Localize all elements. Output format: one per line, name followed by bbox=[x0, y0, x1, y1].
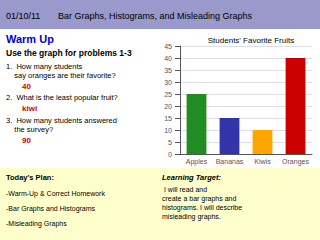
svg-text:1. How many students: 1. How many students bbox=[6, 62, 83, 71]
svg-text:20: 20 bbox=[164, 103, 172, 110]
svg-text:kiwi: kiwi bbox=[22, 104, 37, 113]
svg-text:-Misleading Graphs: -Misleading Graphs bbox=[6, 220, 67, 228]
svg-text:Oranges: Oranges bbox=[282, 158, 309, 166]
svg-text:I will read and: I will read and bbox=[162, 186, 207, 193]
svg-text:40: 40 bbox=[22, 82, 31, 91]
svg-text:0: 0 bbox=[168, 151, 172, 158]
svg-text:40: 40 bbox=[164, 55, 172, 62]
svg-text:misleading graphs.: misleading graphs. bbox=[162, 213, 221, 221]
svg-text:01/10/11: 01/10/11 bbox=[6, 11, 40, 21]
svg-text:30: 30 bbox=[164, 79, 172, 86]
svg-text:2. What is the least popular: 2. What is the least popular fruit? bbox=[6, 93, 118, 102]
svg-text:-Bar Graphs and Histograms: -Bar Graphs and Histograms bbox=[6, 205, 96, 213]
svg-text:histograms. I will describe: histograms. I will describe bbox=[162, 204, 242, 212]
svg-text:create a bar graphs and: create a bar graphs and bbox=[162, 195, 236, 203]
svg-text:Warm Up: Warm Up bbox=[6, 33, 54, 45]
svg-text:Bananas: Bananas bbox=[216, 158, 244, 165]
svg-text:5: 5 bbox=[168, 139, 172, 146]
svg-text:Bar Graphs, Histograms, and Mi: Bar Graphs, Histograms, and Misleading G… bbox=[58, 11, 253, 21]
svg-text:the survey?: the survey? bbox=[6, 125, 53, 134]
svg-text:Learning Target:: Learning Target: bbox=[162, 173, 221, 182]
svg-text:90: 90 bbox=[22, 136, 31, 145]
svg-text:-Warm-Up & Correct Homework: -Warm-Up & Correct Homework bbox=[6, 190, 105, 198]
svg-text:Today's Plan:: Today's Plan: bbox=[6, 173, 54, 182]
svg-text:Students' Favorite Fruits: Students' Favorite Fruits bbox=[208, 36, 294, 45]
svg-text:35: 35 bbox=[164, 67, 172, 74]
svg-text:say oranges are their favorite: say oranges are their favorite? bbox=[6, 71, 116, 80]
svg-text:3. How many students answered: 3. How many students answered bbox=[6, 116, 117, 125]
svg-text:10: 10 bbox=[164, 127, 172, 134]
svg-text:25: 25 bbox=[164, 91, 172, 98]
svg-text:15: 15 bbox=[164, 115, 172, 122]
svg-text:Kiwis: Kiwis bbox=[254, 158, 271, 165]
svg-text:Apples: Apples bbox=[186, 158, 208, 166]
svg-text:45: 45 bbox=[164, 43, 172, 50]
svg-text:Use the graph for problems 1-3: Use the graph for problems 1-3 bbox=[6, 48, 132, 58]
